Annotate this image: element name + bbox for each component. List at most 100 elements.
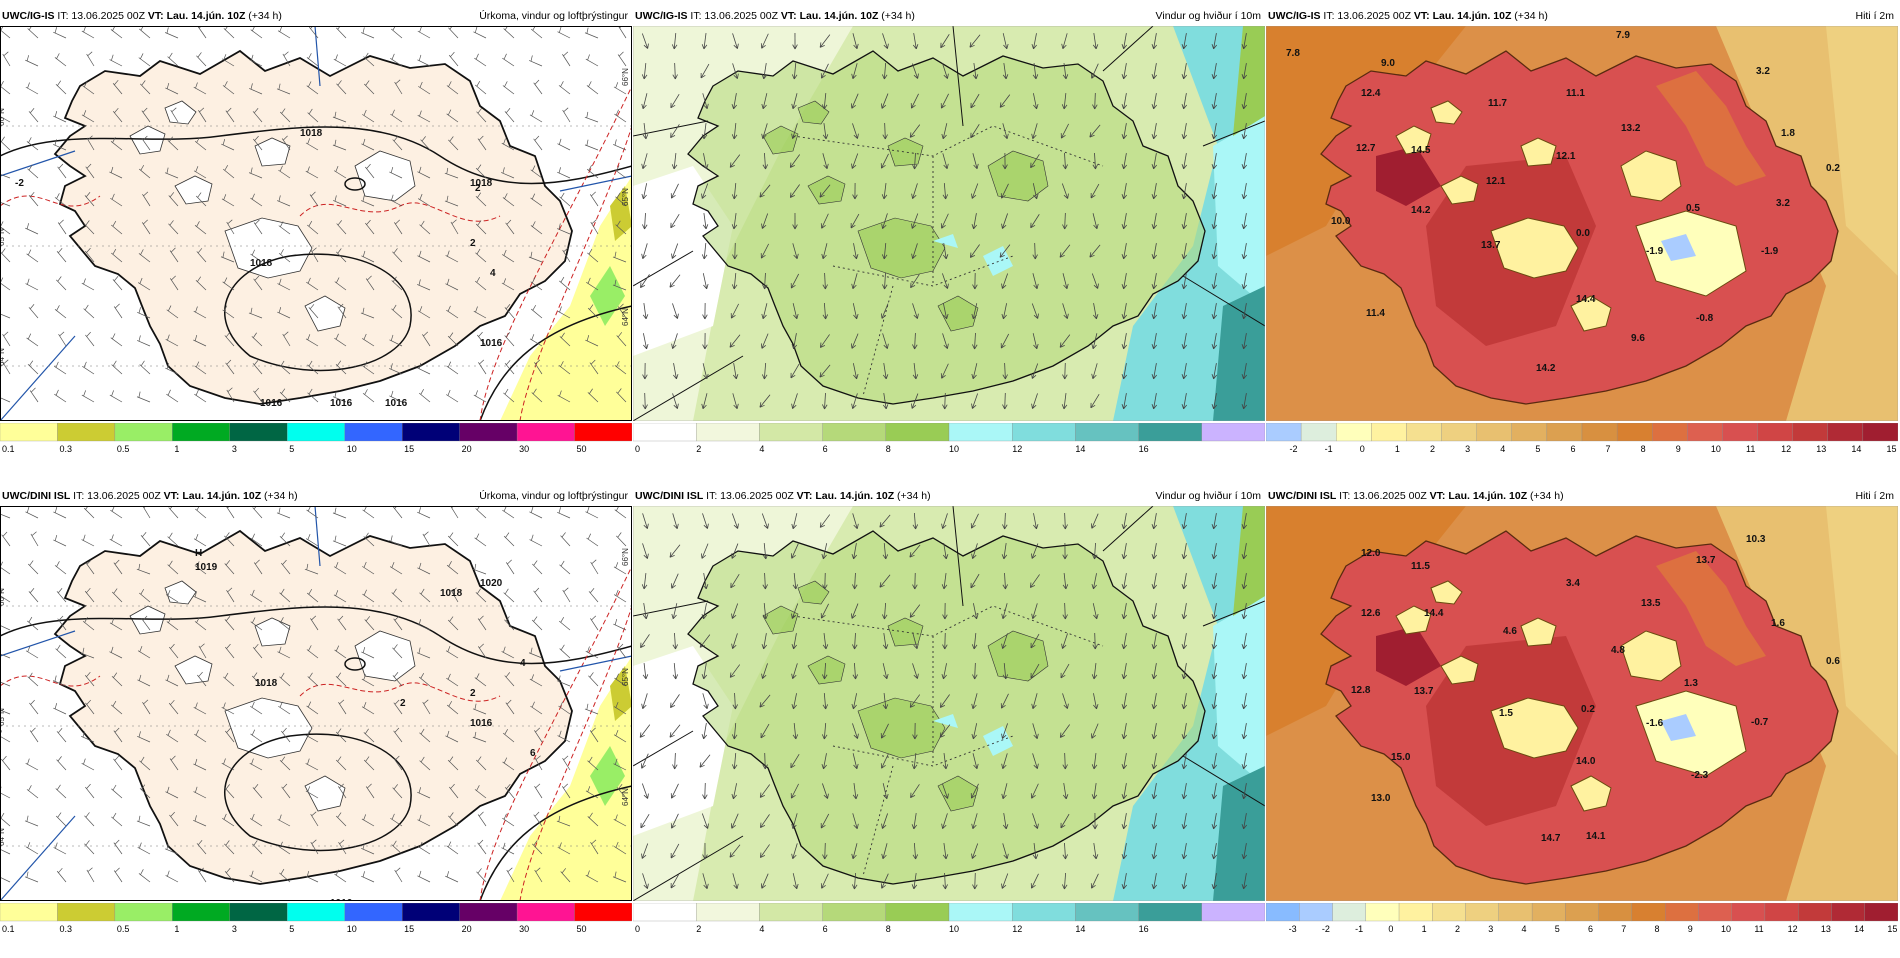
colorbar-swatch xyxy=(1547,423,1582,441)
valid-time: Lau. 14.jún. 10Z xyxy=(815,490,894,502)
colorbar-label: 8 xyxy=(1655,924,1660,934)
run-info: UWC/DINI ISL IT: 13.06.2025 00Z VT: Lau.… xyxy=(635,488,931,504)
panel-header: UWC/IG-IS IT: 13.06.2025 00Z VT: Lau. 14… xyxy=(1266,8,1898,24)
temp-value-label: 10.3 xyxy=(1746,534,1766,545)
colorbar-label: 14 xyxy=(1075,444,1085,454)
temp-value-label: 7.9 xyxy=(1616,30,1630,41)
wind-arrowhead xyxy=(851,343,852,348)
valid-label: VT: xyxy=(797,490,813,502)
colorbar-swatch xyxy=(172,423,229,441)
colorbar-swatch xyxy=(1012,423,1075,441)
temp-value-label: 12.7 xyxy=(1356,143,1376,154)
colorbar-label: 4 xyxy=(1500,444,1505,454)
colorbar-label: 50 xyxy=(577,924,587,934)
colorbar-swatch xyxy=(1765,903,1798,921)
colorbar-swatch xyxy=(1512,423,1547,441)
map-wind xyxy=(633,506,1265,901)
temp-value-label: -1.9 xyxy=(1646,246,1664,257)
colorbar-label: 20 xyxy=(462,924,472,934)
contour-label: 1016 xyxy=(260,398,283,409)
lead-time: (+34 h) xyxy=(248,10,282,22)
colorbar-swatch xyxy=(402,423,459,441)
wind-arrow xyxy=(1065,363,1066,379)
colorbar-label: 30 xyxy=(519,924,529,934)
colorbar-label: 5 xyxy=(289,444,294,454)
colorbar-label: 8 xyxy=(1641,444,1646,454)
contour-label: 1020 xyxy=(480,578,503,589)
colorbar-swatch xyxy=(1565,903,1598,921)
colorbar-label: 10 xyxy=(949,924,959,934)
colorbar-label: 1 xyxy=(174,444,179,454)
colorbar-swatch xyxy=(1139,423,1202,441)
colorbar-label: 3 xyxy=(1465,444,1470,454)
panel-header: UWC/IG-IS IT: 13.06.2025 00Z VT: Lau. 14… xyxy=(633,8,1265,24)
colorbar-swatch xyxy=(696,423,759,441)
contour-label: 2 xyxy=(400,698,406,709)
contour-label: 6 xyxy=(530,748,536,759)
colorbar-label: -3 xyxy=(1289,924,1297,934)
run-info: UWC/IG-IS IT: 13.06.2025 00Z VT: Lau. 14… xyxy=(1268,8,1548,24)
contour-label: 2 xyxy=(475,183,481,194)
colorbar-swatch xyxy=(1299,903,1332,921)
colorbar-swatch xyxy=(1687,423,1722,441)
panel-title: Vindur og hviður í 10m xyxy=(1156,488,1261,504)
colorbar-swatch xyxy=(633,423,696,441)
map-precip: 66°N66°N65°N65°N64°N64°NH101910181018102… xyxy=(0,506,632,901)
model-name: UWC/DINI ISL xyxy=(635,490,703,502)
contour-label: 1018 xyxy=(255,678,278,689)
contour-label: 1018 xyxy=(470,178,493,189)
colorbar-label: 10 xyxy=(1721,924,1731,934)
colorbar-swatch xyxy=(115,423,172,441)
temp-value-label: 0.2 xyxy=(1826,163,1840,174)
contour-label: 1018 xyxy=(440,588,463,599)
colorbar-swatch xyxy=(172,903,229,921)
colorbar-label: 15 xyxy=(404,444,414,454)
colorbar-swatch xyxy=(1371,423,1406,441)
init-time: IT: 13.06.2025 00Z xyxy=(73,490,161,502)
colorbar-label: 15 xyxy=(1887,924,1897,934)
temp-value-label: 12.6 xyxy=(1361,608,1381,619)
temp-value-label: 11.1 xyxy=(1566,88,1585,99)
valid-label: VT: xyxy=(164,490,180,502)
colorbar-label: 0.1 xyxy=(2,924,15,934)
temp-value-label: 14.7 xyxy=(1541,833,1561,844)
temp-value-label: 13.7 xyxy=(1696,555,1716,566)
colorbar-label: 2 xyxy=(696,444,701,454)
init-time: IT: 13.06.2025 00Z xyxy=(1323,10,1411,22)
temp-value-label: 1.3 xyxy=(1684,678,1698,689)
colorbar-label: 4 xyxy=(759,924,764,934)
colorbar-label: 1 xyxy=(174,924,179,934)
colorbar-swatch xyxy=(886,903,949,921)
temp-value-label: 1.8 xyxy=(1781,128,1795,139)
colorbar-label: 12 xyxy=(1781,444,1791,454)
panel-header: UWC/DINI ISL IT: 13.06.2025 00Z VT: Lau.… xyxy=(0,488,632,504)
temp-value-label: 0.0 xyxy=(1576,228,1590,239)
temp-value-label: 13.2 xyxy=(1621,123,1641,134)
colorbar-swatch xyxy=(1366,903,1399,921)
colorbar-label: 15 xyxy=(1886,444,1896,454)
lat-label: 66°N xyxy=(621,68,630,86)
colorbar-swatch xyxy=(886,423,949,441)
colorbar-swatch xyxy=(1075,903,1138,921)
temp-value-label: 14.5 xyxy=(1411,145,1431,156)
colorbar-label: 6 xyxy=(823,444,828,454)
colorbar-swatch xyxy=(402,903,459,921)
contour-label: -2 xyxy=(15,178,24,189)
colorbar-label: 4 xyxy=(1521,924,1526,934)
colorbar-label: 0 xyxy=(635,924,640,934)
run-info: UWC/IG-IS IT: 13.06.2025 00Z VT: Lau. 14… xyxy=(635,8,915,24)
colorbar-label: 9 xyxy=(1676,444,1681,454)
temp-value-label: 12.1 xyxy=(1486,176,1506,187)
colorbar-label: 2 xyxy=(696,924,701,934)
init-time: IT: 13.06.2025 00Z xyxy=(1339,490,1427,502)
valid-time: Lau. 14.jún. 10Z xyxy=(1433,10,1512,22)
contour-label: H xyxy=(195,548,202,559)
colorbar-label: 4 xyxy=(759,444,764,454)
colorbar-swatch xyxy=(1732,903,1765,921)
valid-time: Lau. 14.jún. 10Z xyxy=(182,490,261,502)
colorbar-label: 0.3 xyxy=(59,924,72,934)
map-precip: 66°N66°N65°N65°N64°N64°N1018101810181016… xyxy=(0,26,632,421)
colorbar-swatch xyxy=(1477,423,1512,441)
